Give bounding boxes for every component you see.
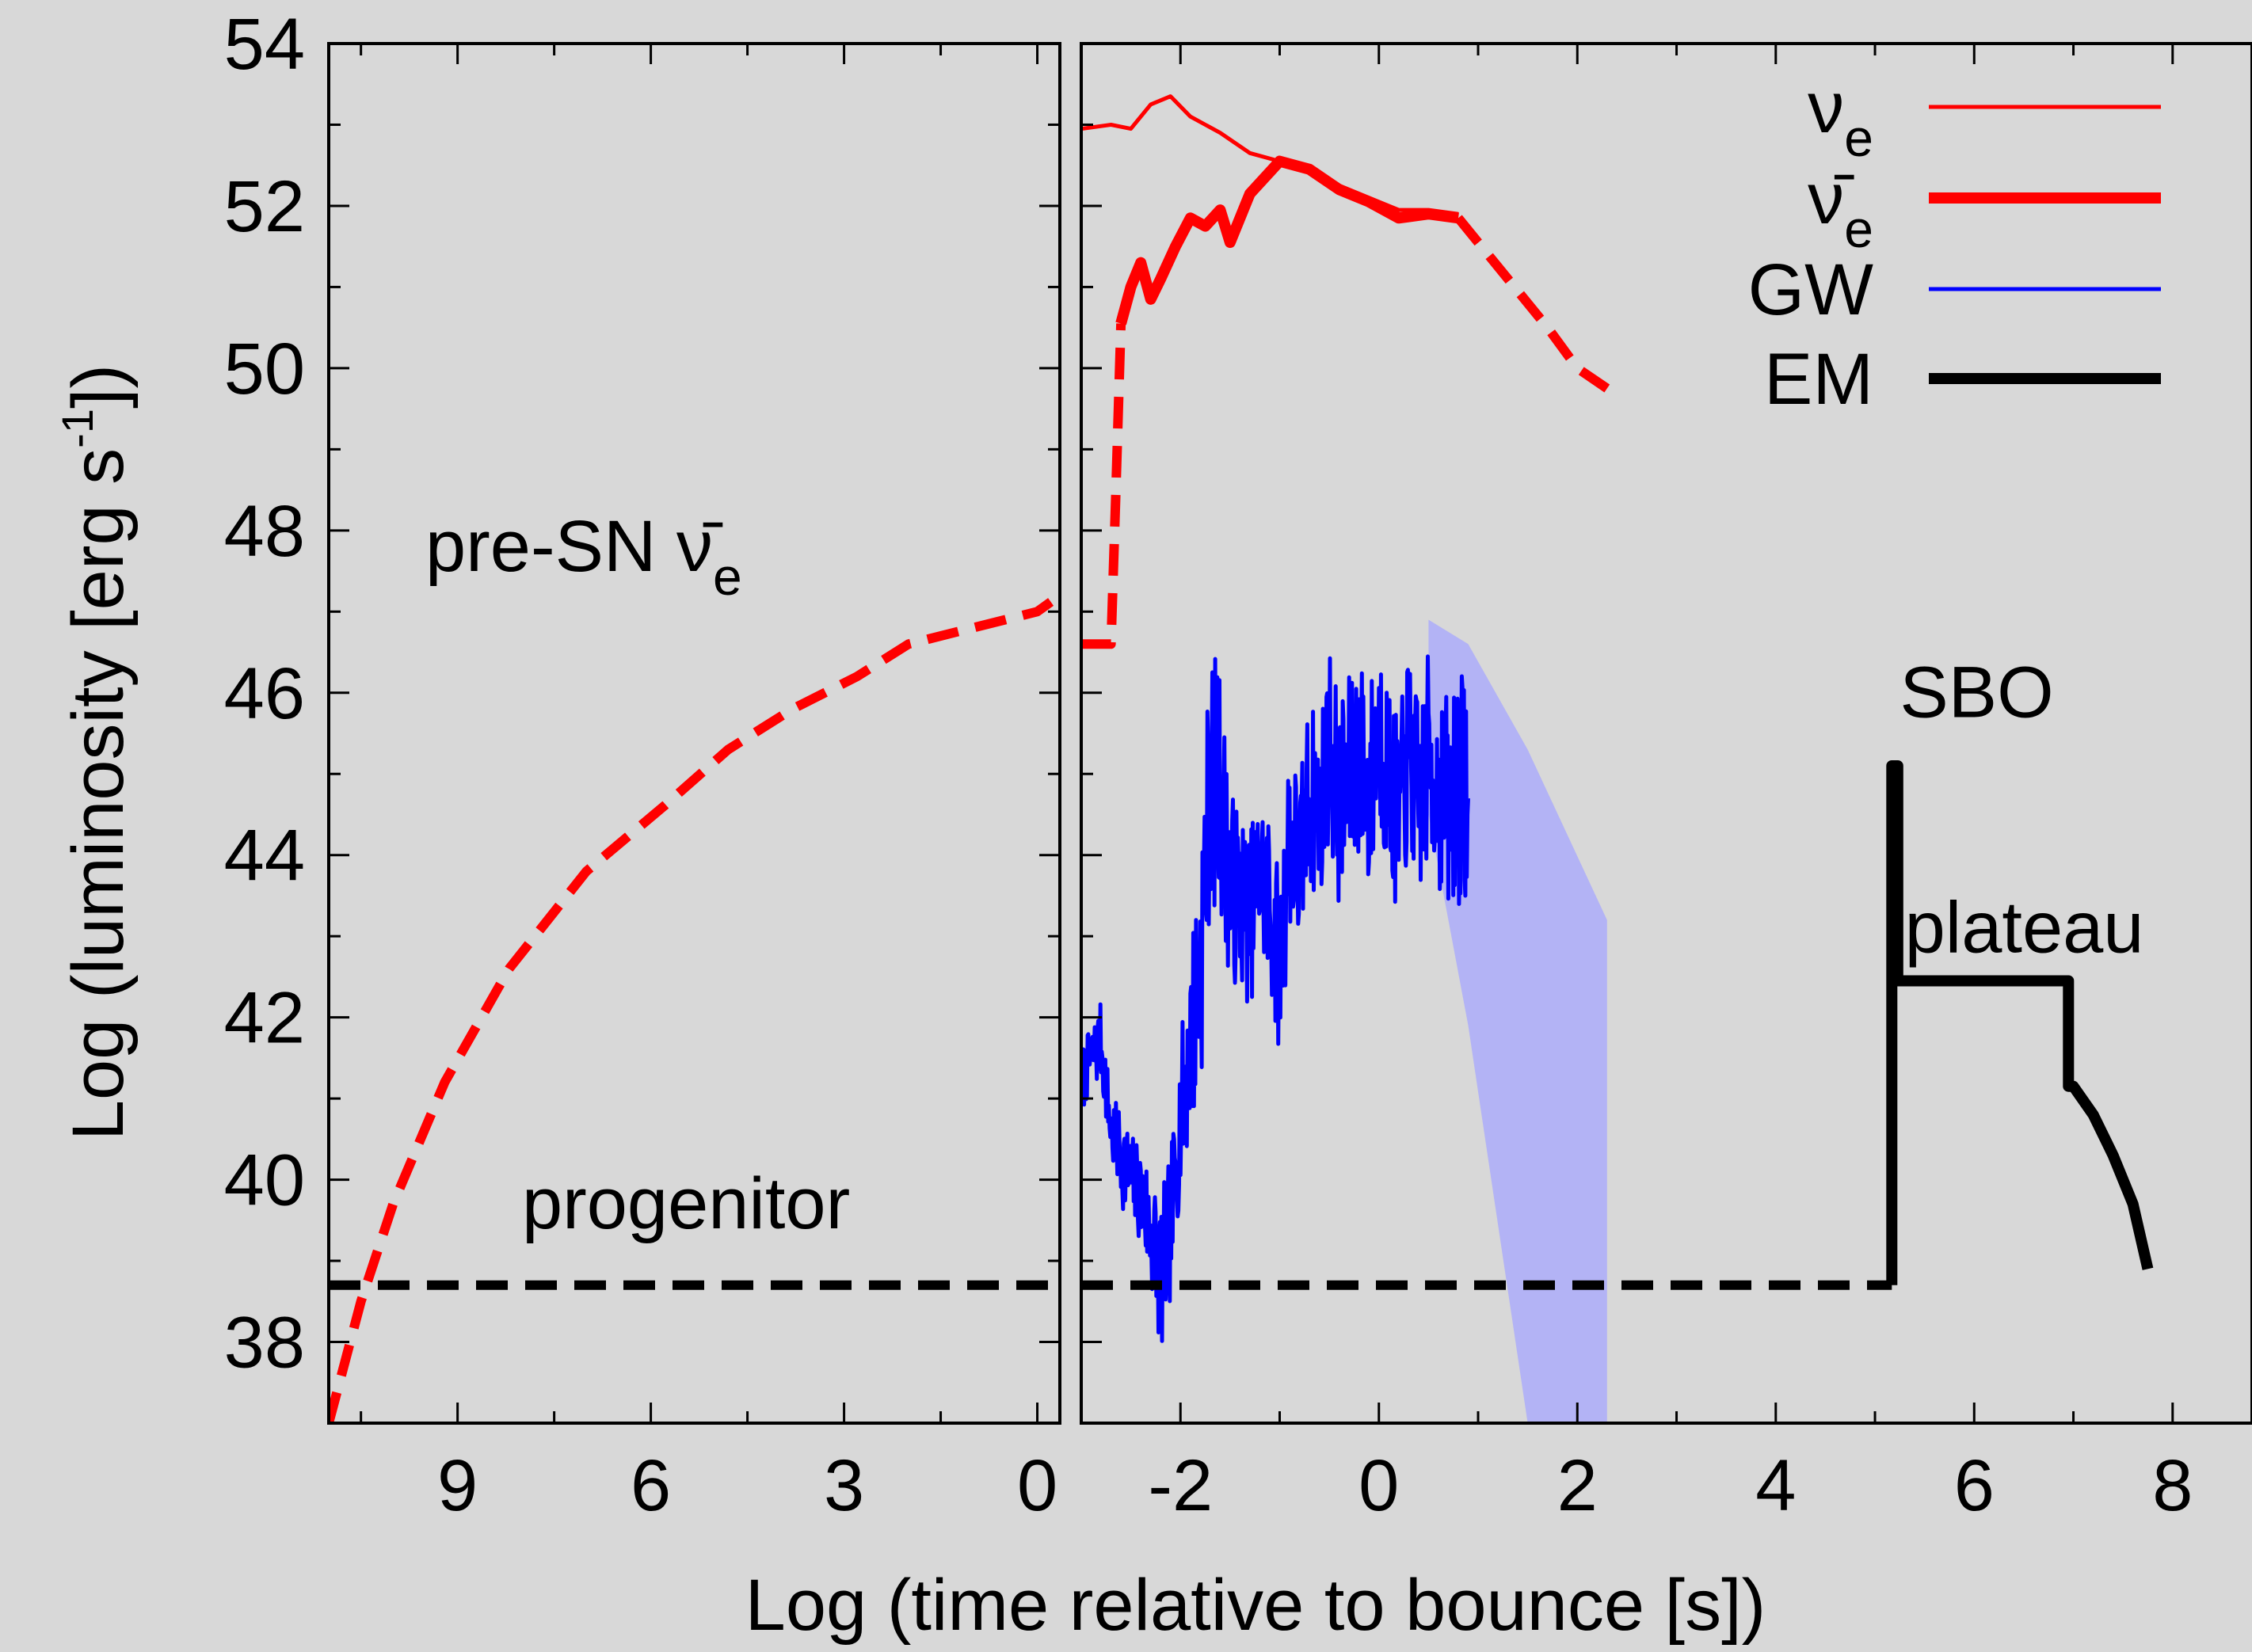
- x-tick-label-pre-bounce: 6: [631, 1445, 671, 1526]
- annotation: SBO: [1900, 653, 2053, 733]
- panel-frame-post-bounce: [1080, 42, 2252, 1425]
- y-tick-label: 48: [224, 491, 305, 572]
- y-axis-title-sup: -1: [52, 409, 102, 448]
- y-tick-label: 50: [224, 329, 305, 409]
- series-nubar_e: [1115, 155, 1459, 325]
- y-tick-label: 52: [224, 166, 305, 247]
- annotation-text: SBO: [1900, 653, 2053, 733]
- y-tick-label: 44: [224, 816, 305, 896]
- legend-label: EM: [1764, 339, 1873, 420]
- x-tick-label-post-bounce: 2: [1557, 1445, 1598, 1526]
- x-tick-label-post-bounce: -2: [1148, 1445, 1213, 1526]
- y-tick-label: 40: [224, 1140, 305, 1221]
- y-tick-label: 54: [224, 4, 305, 85]
- series-gw_band: [1428, 619, 1607, 1423]
- series-em: [1886, 760, 2154, 1285]
- annotation-text: pre-SN: [425, 506, 676, 587]
- y-tick-label: 38: [224, 1303, 305, 1384]
- tick-layer: [329, 42, 2174, 1425]
- panel-frame-pre-bounce: [327, 42, 1061, 1425]
- y-tick-label: 42: [224, 978, 305, 1059]
- annotation-text: progenitor: [522, 1163, 850, 1244]
- legend-subscript: e: [1844, 200, 1873, 258]
- x-tick-label-pre-bounce: 3: [824, 1445, 864, 1526]
- data-layer: [329, 94, 2154, 1423]
- x-tick-label-pre-bounce: 0: [1017, 1445, 1057, 1526]
- series-nu_e: [1081, 94, 1459, 216]
- x-tick-label-pre-bounce: 9: [437, 1445, 478, 1526]
- panel-frames: [327, 42, 2252, 1425]
- legend-label: νe: [1808, 67, 1873, 167]
- annotation-text: plateau: [1905, 888, 2144, 969]
- y-tick-label: 46: [224, 653, 305, 734]
- legend-label: GW: [1748, 249, 1874, 330]
- y-axis-title-main: Log (luminosity [erg s: [58, 448, 139, 1140]
- x-tick-label-post-bounce: 0: [1358, 1445, 1399, 1526]
- x-tick-label-post-bounce: 6: [1954, 1445, 1995, 1526]
- series-presn_nubar_e: [329, 591, 1060, 1423]
- x-tick-label-post-bounce: 8: [2152, 1445, 2193, 1526]
- y-axis-title: Log (luminosity [erg s-1]): [52, 364, 139, 1140]
- annotation: progenitor: [522, 1163, 850, 1244]
- panel-plot-post-bounce: [1081, 94, 2154, 1423]
- series-nubar_e_rise: [1081, 323, 1126, 649]
- x-tick-label-post-bounce: 4: [1755, 1445, 1796, 1526]
- y-axis-title-tail: ]): [58, 364, 139, 409]
- annotation-subscript: e: [713, 547, 742, 606]
- x-axis-title: Log (time relative to bounce [s]): [745, 1565, 1766, 1646]
- series-nubar_e_tail: [1454, 215, 1610, 393]
- annotation: plateau: [1905, 888, 2144, 969]
- series-gw: [1081, 654, 1470, 1343]
- legend-symbol: ν: [1808, 67, 1844, 148]
- legend-subscript: e: [1844, 108, 1873, 167]
- panel-plot-pre-bounce: [329, 591, 1060, 1423]
